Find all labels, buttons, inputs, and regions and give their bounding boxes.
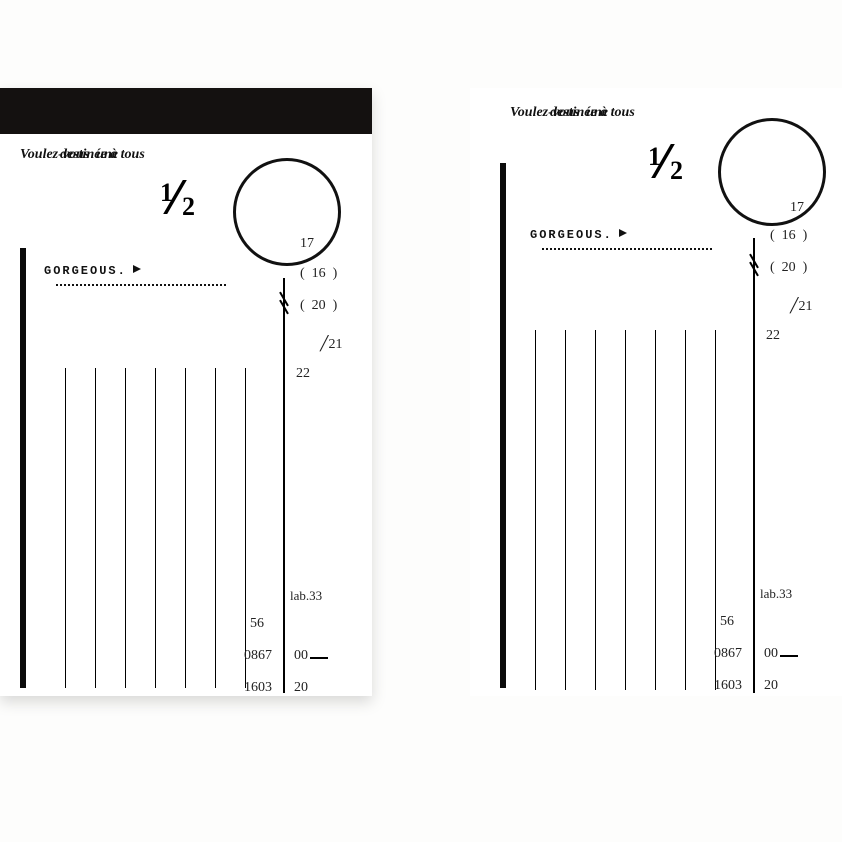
- num-22: 22: [296, 366, 310, 382]
- stamp-circle: [718, 118, 826, 226]
- column-rule: [155, 368, 156, 688]
- circle-number: 17: [790, 200, 804, 216]
- stage: Voulez-vous une destinée à tous 1 2 17 G…: [0, 0, 842, 842]
- stamp-circle: [233, 158, 341, 266]
- paren-20: ( 20 ): [770, 260, 807, 276]
- fraction-denominator: 2: [670, 156, 683, 186]
- triangle-icon: [619, 229, 627, 237]
- slash-21: ╱21: [320, 336, 342, 353]
- underline-icon: [310, 657, 328, 659]
- triangle-icon: [133, 265, 141, 273]
- underline-icon: [780, 655, 798, 657]
- gorgeous-label: GORGEOUS.: [530, 228, 627, 242]
- row2-left: 0867: [714, 646, 742, 662]
- row2-right: 00: [764, 646, 798, 662]
- memo-card-right: Voulez-vous une destinée à tous 1 2 17 G…: [470, 88, 842, 696]
- row3-left: 1603: [244, 680, 272, 696]
- column-rule: [655, 330, 656, 690]
- row3-right: 20: [764, 678, 778, 694]
- fraction-denominator: 2: [182, 192, 195, 222]
- column-rule: [125, 368, 126, 688]
- gorgeous-text: GORGEOUS.: [44, 264, 127, 278]
- left-margin-bar: [20, 248, 26, 688]
- column-rule: [595, 330, 596, 690]
- left-margin-bar: [500, 163, 506, 688]
- lab-label: lab.33: [290, 588, 322, 604]
- memo-card-left: Voulez-vous une destinée à tous 1 2 17 G…: [0, 88, 372, 696]
- dotted-underline: [542, 248, 712, 250]
- main-vertical-rule: [753, 238, 755, 693]
- row2-right-value: 00: [764, 646, 778, 661]
- column-rule: [565, 330, 566, 690]
- slash-21: ╱21: [790, 298, 812, 315]
- notepad-binding-strip: [0, 88, 372, 134]
- gorgeous-text: GORGEOUS.: [530, 228, 613, 242]
- slash-21-value: 21: [798, 299, 812, 314]
- column-rule: [185, 368, 186, 688]
- row2-right-value: 00: [294, 648, 308, 663]
- column-rule: [215, 368, 216, 688]
- paren-16: ( 16 ): [300, 266, 337, 282]
- column-rule: [65, 368, 66, 688]
- column-rule: [535, 330, 536, 690]
- headline-line2: destinée à tous: [550, 104, 635, 122]
- column-rule: [625, 330, 626, 690]
- row3-left: 1603: [714, 678, 742, 694]
- row1-left: 56: [720, 614, 734, 630]
- column-rule: [245, 368, 246, 688]
- column-rule: [715, 330, 716, 690]
- paren-16: ( 16 ): [770, 228, 807, 244]
- row2-left: 0867: [244, 648, 272, 664]
- column-rule: [95, 368, 96, 688]
- gorgeous-label: GORGEOUS.: [44, 264, 141, 278]
- circle-number: 17: [300, 236, 314, 252]
- row1-left: 56: [250, 616, 264, 632]
- paren-20: ( 20 ): [300, 298, 337, 314]
- num-22: 22: [766, 328, 780, 344]
- row2-right: 00: [294, 648, 328, 664]
- lab-label: lab.33: [760, 586, 792, 602]
- main-vertical-rule: [283, 278, 285, 693]
- headline-line2: destinée à tous: [60, 146, 145, 164]
- slash-21-value: 21: [328, 337, 342, 352]
- column-rule: [685, 330, 686, 690]
- dotted-underline: [56, 284, 226, 286]
- row3-right: 20: [294, 680, 308, 696]
